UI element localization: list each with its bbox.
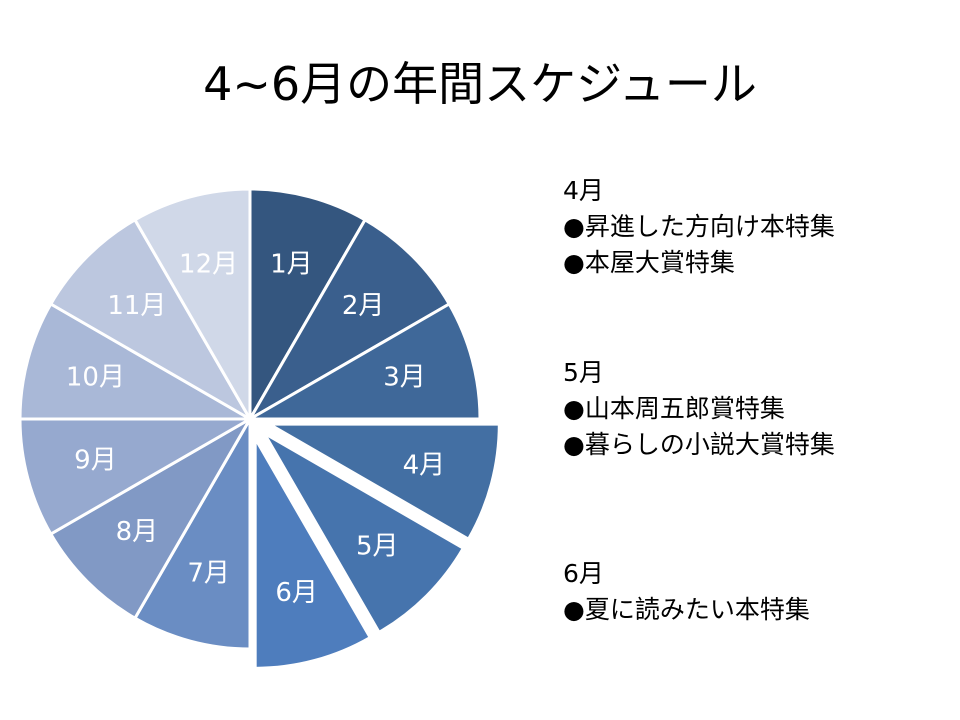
pie-slice-label-9: 9月 [74, 445, 117, 475]
pie-slice-label-11: 11月 [107, 291, 166, 321]
pie-slice-label-4: 4月 [403, 451, 446, 481]
pie-slice-label-2: 2月 [342, 291, 385, 321]
pie-slice-10 [18, 302, 252, 421]
pie-slice-label-6: 6月 [275, 578, 318, 608]
pie-slice-11 [49, 218, 252, 421]
notes-may-heading: 5月 [563, 358, 604, 387]
notes-june-heading: 6月 [563, 559, 604, 588]
notes-june: 6月 ●夏に読みたい本特集 [563, 556, 953, 628]
pie-slice-5 [262, 431, 465, 634]
pie-slice-label-10: 10月 [66, 363, 125, 393]
pie-slice-3 [248, 302, 482, 421]
pie-slice-9 [18, 417, 252, 536]
pie-slice-label-8: 8月 [116, 517, 159, 547]
notes-april-item-1: ●昇進した方向け本特集 [563, 212, 835, 241]
notes-april-heading: 4月 [563, 176, 604, 205]
pie-slice-1 [248, 187, 367, 421]
pie-slice-7 [133, 417, 252, 651]
pie-slice-8 [49, 417, 252, 620]
pie-slice-label-7: 7月 [187, 559, 230, 589]
notes-april: 4月 ●昇進した方向け本特集 ●本屋大賞特集 [563, 173, 953, 281]
pie-slice-12 [133, 187, 252, 421]
pie-slice-label-1: 1月 [270, 249, 313, 279]
pie-slice-label-12: 12月 [179, 249, 238, 279]
notes-june-item-1: ●夏に読みたい本特集 [563, 595, 810, 624]
notes-may-item-2: ●暮らしの小説大賞特集 [563, 430, 835, 459]
pie-slice-4 [267, 422, 501, 541]
pie-slice-2 [248, 218, 451, 421]
notes-april-item-2: ●本屋大賞特集 [563, 248, 735, 277]
notes-may: 5月 ●山本周五郎賞特集 ●暮らしの小説大賞特集 [563, 355, 953, 463]
pie-slice-label-3: 3月 [383, 363, 426, 393]
notes-may-item-1: ●山本周五郎賞特集 [563, 394, 785, 423]
slide-title: 4~6月の年間スケジュール [203, 57, 757, 111]
pie-slice-6 [253, 436, 372, 670]
pie-slice-label-5: 5月 [356, 531, 399, 561]
